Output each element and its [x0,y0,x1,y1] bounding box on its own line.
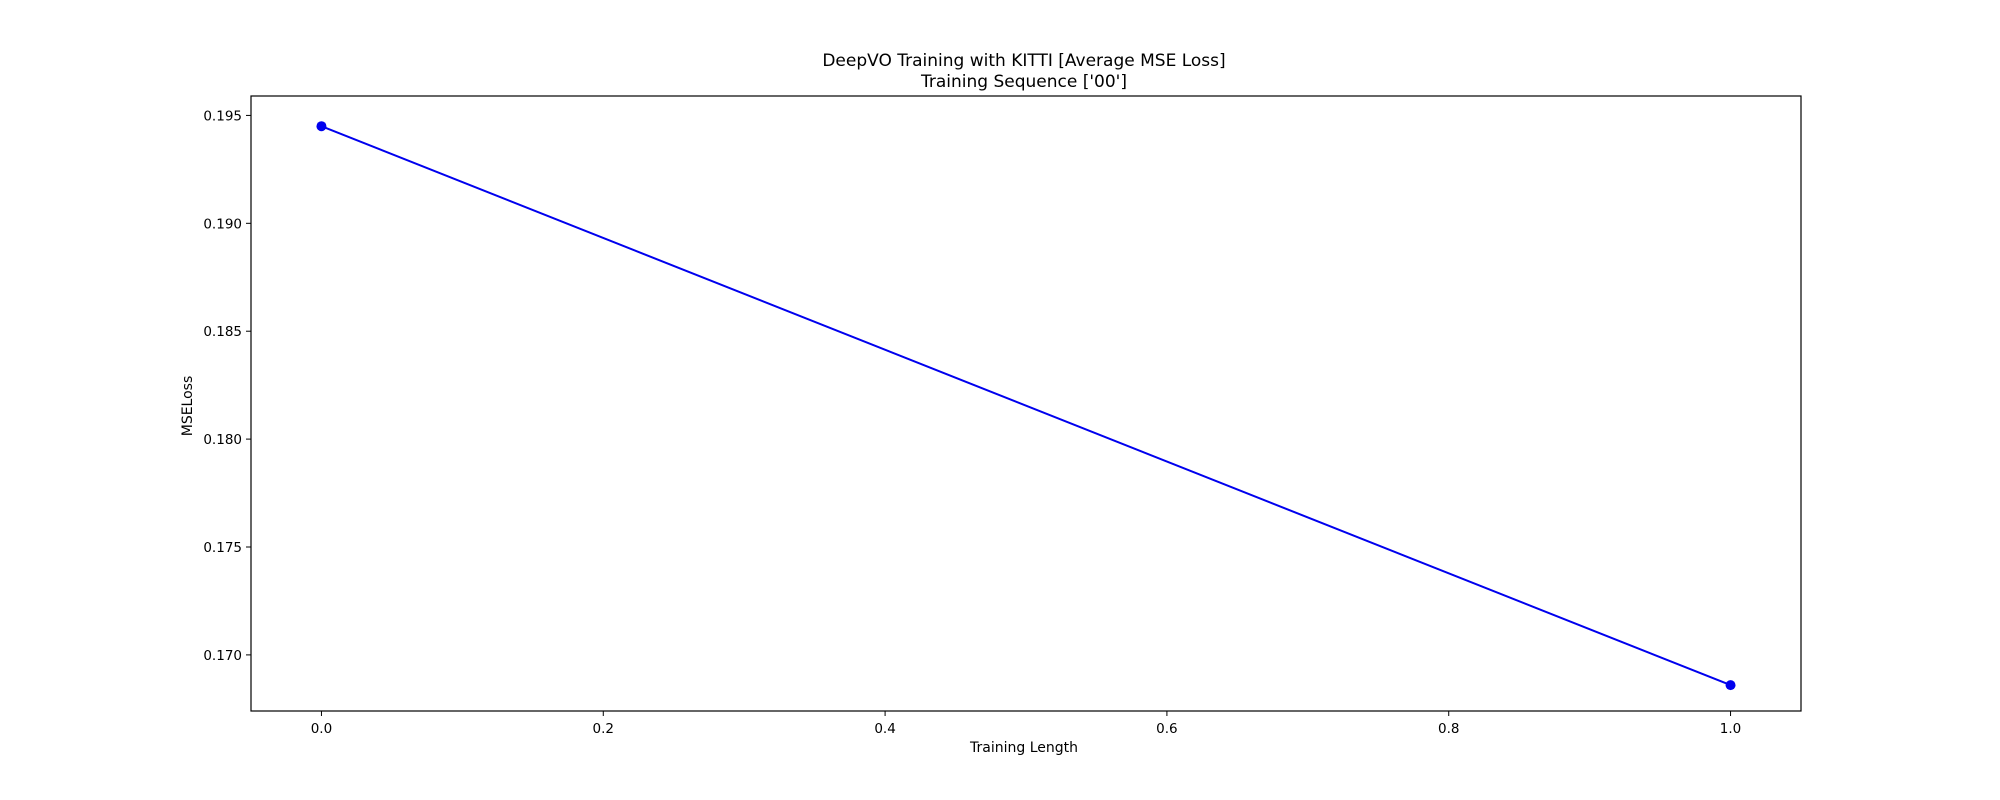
plot-area-frame [250,95,1802,712]
y-tick-label: 0.180 [203,432,242,448]
x-axis-label: Training Length [969,740,1078,756]
x-tick-label: 0.6 [1156,721,1177,737]
y-tick-label: 0.190 [203,216,242,232]
x-axis-ticks: 0.0 0.2 0.4 0.6 0.8 1.0 [311,711,1741,737]
series-line [321,125,1731,687]
y-tick-label: 0.185 [203,324,242,340]
chart-title: DeepVO Training with KITTI [Average MSE … [822,51,1225,71]
y-axis-ticks: 0.170 0.175 0.180 0.185 0.190 0.195 [203,108,251,664]
series-layer [316,121,1736,691]
y-tick-label: 0.170 [203,648,242,664]
y-axis-label: MSELoss [180,376,196,437]
chart-subtitle: Training Sequence ['00'] [920,72,1127,92]
x-tick-label: 0.8 [1438,721,1459,737]
y-tick-label: 0.175 [203,540,242,556]
x-tick-label: 1.0 [1720,721,1741,737]
y-tick-label: 0.195 [203,108,242,124]
x-tick-label: 0.0 [311,721,332,737]
data-point [316,121,327,132]
x-tick-label: 0.4 [874,721,895,737]
x-tick-label: 0.2 [593,721,614,737]
data-point [1725,680,1736,691]
